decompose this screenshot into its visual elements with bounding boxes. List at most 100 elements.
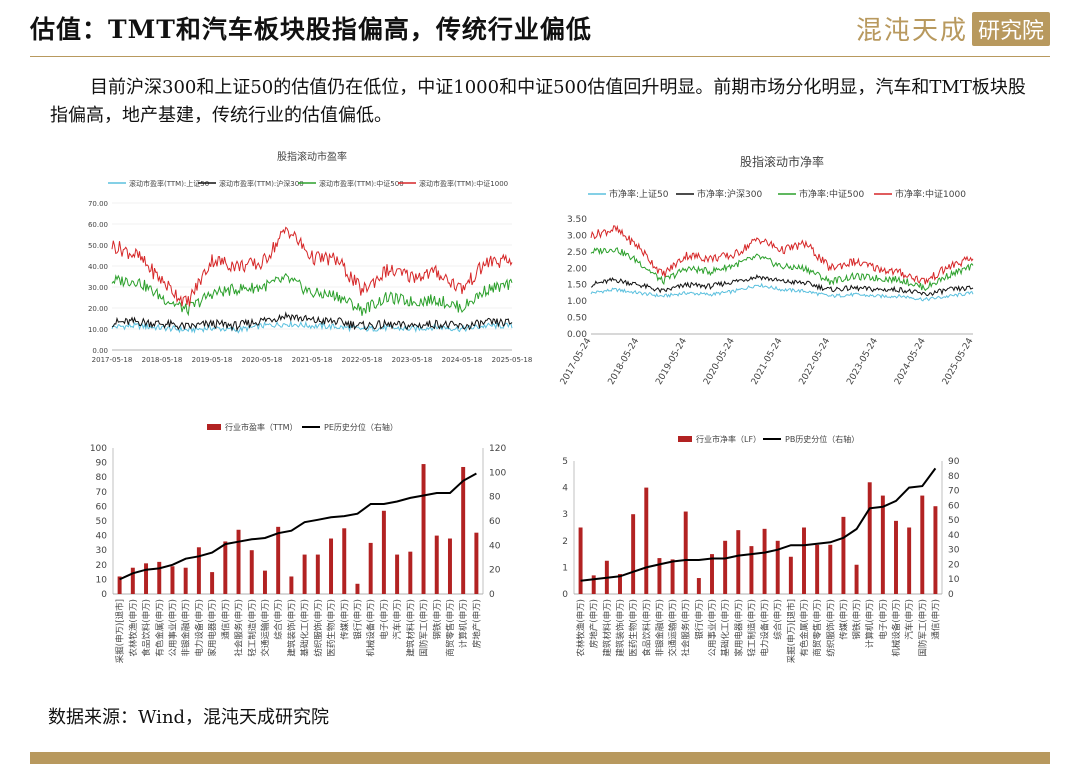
summary-paragraph: 目前沪深300和上证50的估值仍在低位，中证1000和中证500估值回升明显。前… xyxy=(50,77,1026,126)
bar xyxy=(736,530,741,594)
x-tick-label: 2017-05-24 xyxy=(559,336,594,387)
y-tick-label: 90 xyxy=(96,459,108,469)
bar xyxy=(381,510,386,594)
x-tick-label: 2023-05-24 xyxy=(845,336,880,387)
bar xyxy=(408,551,413,594)
x-tick-label: 2025-05-18 xyxy=(492,356,533,364)
bar xyxy=(130,567,135,594)
category-label: 食品饮料(申万) xyxy=(141,599,152,657)
bar xyxy=(329,538,334,594)
y2-tick-label: 20 xyxy=(489,566,501,576)
category-label: 建筑材料(申万) xyxy=(405,599,416,657)
x-tick-label: 2020-05-24 xyxy=(702,336,737,387)
bar xyxy=(828,544,833,594)
series-line xyxy=(590,282,974,302)
legend-label: 滚动市盈率(TTM):中证500 xyxy=(319,179,404,188)
category-label: 非银金融(申万) xyxy=(181,599,192,657)
chart-title: 股指滚动市净率 xyxy=(740,154,824,169)
category-label: 商贸零售(申万) xyxy=(812,599,823,657)
pb-industry-chart: 行业市净率（LF） PB历史分位（右轴）012345010203040506070… xyxy=(562,434,960,663)
y2-tick-label: 40 xyxy=(489,541,501,551)
y-tick-label: 80 xyxy=(96,473,108,483)
bar xyxy=(631,514,636,594)
category-label: 交通运输(申万) xyxy=(260,599,271,657)
category-label: 有色金属(申万) xyxy=(799,599,810,657)
category-label: 有色金属(申万) xyxy=(154,599,165,657)
category-label: 纺织服饰(申万) xyxy=(825,599,836,657)
category-label: 房地产(申万) xyxy=(471,599,482,648)
category-label: 电力设备(申万) xyxy=(760,599,771,657)
y2-tick-label: 30 xyxy=(948,546,960,556)
bar xyxy=(815,544,820,594)
category-label: 建筑装饰(申万) xyxy=(615,599,626,657)
bar xyxy=(683,511,688,594)
category-label: 纺织服饰(申万) xyxy=(313,599,324,657)
legend-label: 滚动市盈率(TTM):上证50 xyxy=(129,179,209,188)
x-tick-label: 2023-05-18 xyxy=(392,356,433,364)
category-label: 社会服务(申万) xyxy=(681,599,692,657)
category-label: 机械设备(申万) xyxy=(891,599,902,657)
category-label: 国防军工(申万) xyxy=(419,599,430,657)
category-label: 银行(申万) xyxy=(694,599,705,640)
category-label: 汽车(申万) xyxy=(392,599,403,640)
legend-label: 行业市净率（LF） xyxy=(696,434,761,444)
y-tick-label: 70 xyxy=(96,488,108,498)
legend-label: 市净率:中证500 xyxy=(799,188,864,200)
y-tick-label: 3.50 xyxy=(567,215,587,225)
bar xyxy=(315,554,320,594)
category-label: 医药生物(申万) xyxy=(628,599,639,657)
category-label: 非银金融(申万) xyxy=(654,599,665,657)
bar xyxy=(421,464,426,594)
bar xyxy=(696,578,701,594)
category-label: 电子(申万) xyxy=(878,599,889,640)
category-label: 综合(申万) xyxy=(773,599,784,640)
y-tick-label: 1.00 xyxy=(567,297,587,307)
category-label: 公用事业(申万) xyxy=(707,599,718,657)
category-label: 传媒(申万) xyxy=(339,599,350,640)
series-line xyxy=(111,272,513,317)
y2-tick-label: 0 xyxy=(948,590,954,600)
bar xyxy=(157,561,162,594)
category-label: 通信(申万) xyxy=(220,599,231,640)
bar xyxy=(368,542,373,594)
x-tick-label: 2022-05-18 xyxy=(342,356,383,364)
bar xyxy=(276,526,281,594)
bar xyxy=(183,567,188,594)
bar xyxy=(710,554,714,594)
legend-swatch xyxy=(207,424,221,430)
y-tick-label: 2.50 xyxy=(567,248,587,258)
y-tick-label: 40 xyxy=(96,532,108,542)
series-line xyxy=(111,311,513,332)
bar xyxy=(289,576,294,594)
category-label: 国防军工(申万) xyxy=(917,599,928,657)
y-tick-label: 30 xyxy=(96,546,108,556)
series-line xyxy=(590,274,974,297)
y-tick-label: 1 xyxy=(562,563,568,573)
category-label: 通信(申万) xyxy=(930,599,941,640)
bar xyxy=(342,528,347,594)
bar xyxy=(618,574,622,594)
bar xyxy=(144,563,149,594)
legend-label: 行业市盈率（TTM） xyxy=(225,422,298,432)
y-tick-label: 2 xyxy=(562,537,568,547)
bar xyxy=(841,516,846,594)
category-label: 建筑材料(申万) xyxy=(602,599,613,657)
bar xyxy=(434,535,439,594)
category-label: 采掘(申万)[退市] xyxy=(786,599,797,663)
category-label: 房地产(申万) xyxy=(589,599,600,648)
category-label: 农林牧渔(申万) xyxy=(576,599,587,657)
y-tick-label: 0.00 xyxy=(92,347,108,355)
y-tick-label: 0.50 xyxy=(567,314,587,324)
legend-label: 市净率:沪深300 xyxy=(697,188,762,200)
title-divider xyxy=(30,56,1050,57)
pe-industry-chart: 行业市盈率（TTM） PE历史分位（右轴） 0 10 20 30 40 50 60 70 80 90 1… xyxy=(90,422,507,663)
y-tick-label: 3.00 xyxy=(567,231,587,241)
y2-tick-label: 80 xyxy=(489,493,501,503)
bar xyxy=(262,570,267,594)
chart-title: 股指滚动市盈率 xyxy=(277,150,347,163)
category-label: 社会服务(申万) xyxy=(234,599,245,657)
bar xyxy=(788,556,793,594)
category-label: 交通运输(申万) xyxy=(668,599,679,657)
category-label: 电力设备(申万) xyxy=(194,599,205,657)
